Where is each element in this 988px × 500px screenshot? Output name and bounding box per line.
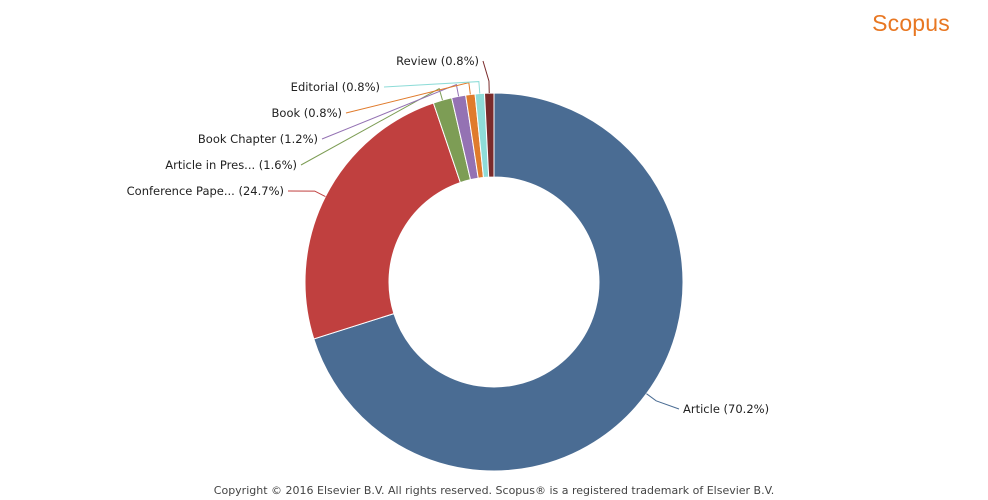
leader-line-editorial (383, 81, 481, 94)
leader-line-conference-pape (287, 190, 326, 197)
labels-group: Article (70.2%) Conference Pape... (24.7%… (127, 54, 769, 416)
leader-line-article-in-pres (300, 87, 443, 166)
data-label-article: Article (70.2%) (683, 402, 769, 416)
slices-group (304, 92, 684, 472)
scopus-logo: Scopus (872, 10, 950, 36)
slice-article[interactable] (313, 92, 684, 472)
slice-conference-pape[interactable] (304, 102, 461, 340)
data-label-article-in-pres: Article in Pres... (1.6%) (165, 158, 297, 172)
data-label-editorial: Editorial (0.8%) (291, 80, 380, 94)
data-label-book-chapter: Book Chapter (1.2%) (198, 132, 318, 146)
donut-chart: Article (70.2%) Conference Pape... (24.7%… (127, 54, 769, 472)
leader-line-article (646, 393, 680, 410)
data-label-conference-pape: Conference Pape... (24.7%) (127, 184, 284, 198)
leader-line-review (482, 60, 490, 94)
copyright-footer: Copyright © 2016 Elsevier B.V. All right… (213, 484, 775, 497)
leader-line-book-chapter (321, 83, 460, 140)
leader-lines-group (287, 60, 680, 410)
data-label-review: Review (0.8%) (396, 54, 479, 68)
data-label-book: Book (0.8%) (272, 106, 342, 120)
slice-review[interactable] (483, 92, 495, 178)
